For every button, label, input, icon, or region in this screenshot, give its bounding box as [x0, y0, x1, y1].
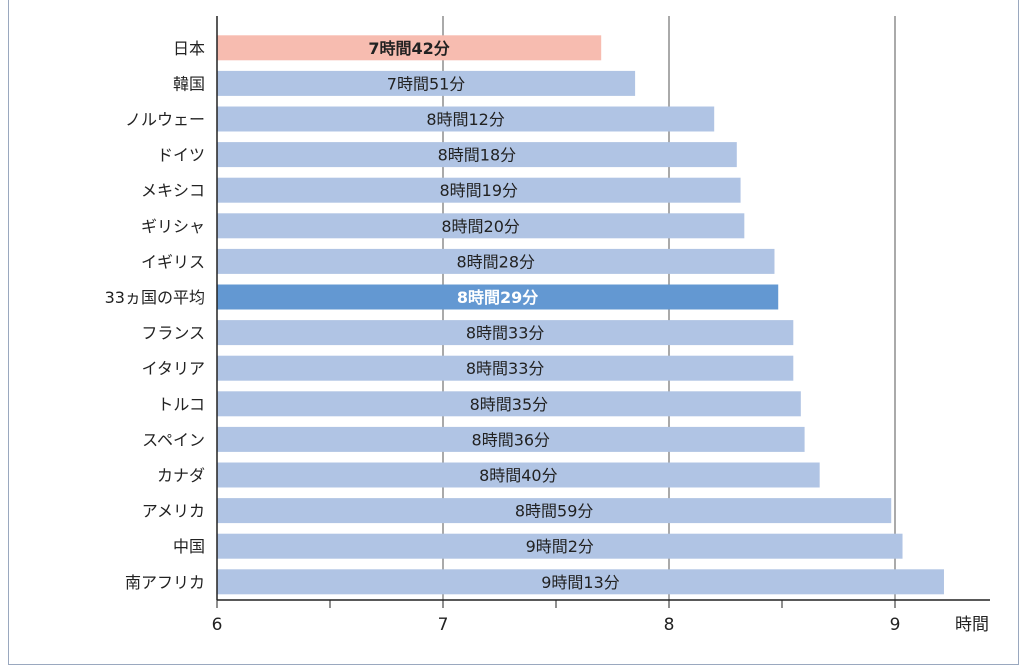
category-label: カナダ: [157, 466, 205, 485]
category-label: ドイツ: [157, 146, 205, 165]
bar-2: [217, 106, 715, 132]
data-label: 7時間51分: [387, 74, 466, 93]
category-label: スペイン: [142, 430, 205, 449]
x-tick-label: 7: [438, 615, 449, 635]
data-label: 8時間33分: [466, 324, 545, 343]
bar-11: [217, 426, 805, 452]
data-label: 8時間59分: [515, 502, 594, 521]
bar-3: [217, 142, 737, 168]
category-label: 南アフリカ: [125, 573, 205, 592]
category-label: 日本: [173, 39, 205, 58]
bar-12: [217, 462, 820, 488]
bar-7: [217, 284, 779, 310]
x-tick-label: 9: [890, 615, 901, 635]
data-label: 8時間18分: [438, 146, 517, 165]
x-tick-label: 6: [212, 615, 223, 635]
data-label: 8時間20分: [441, 217, 520, 236]
bar-5: [217, 213, 745, 239]
category-label: ノルウェー: [125, 110, 205, 129]
data-label: 8時間12分: [426, 110, 505, 129]
bar-8: [217, 320, 794, 346]
data-label: 8時間29分: [457, 288, 538, 307]
data-label: 8時間28分: [456, 252, 535, 271]
bar-0: [217, 35, 602, 61]
bar-1: [217, 70, 636, 96]
data-label: 8時間35分: [470, 395, 549, 414]
category-label: イギリス: [141, 252, 205, 271]
category-label: 33ヵ国の平均: [105, 288, 205, 307]
category-label: メキシコ: [141, 181, 205, 200]
bar-10: [217, 391, 801, 417]
x-tick-label: 8: [664, 615, 675, 635]
data-label: 9時間13分: [541, 573, 620, 592]
bar-9: [217, 355, 794, 381]
bar-6: [217, 248, 775, 274]
data-label: 7時間42分: [368, 39, 449, 58]
bar-4: [217, 177, 741, 203]
data-label: 8時間36分: [472, 430, 551, 449]
category-label: 韓国: [173, 74, 205, 93]
category-label: 中国: [173, 537, 205, 556]
bar-13: [217, 498, 892, 524]
category-label: イタリア: [142, 359, 205, 378]
bar-14: [217, 533, 903, 559]
category-label: アメリカ: [142, 502, 205, 521]
data-label: 8時間33分: [466, 359, 545, 378]
category-label: トルコ: [157, 395, 205, 414]
data-label: 8時間40分: [479, 466, 558, 485]
bar-15: [217, 569, 944, 595]
category-label: フランス: [141, 324, 205, 343]
x-axis-label: 時間: [955, 615, 989, 635]
data-label: 8時間19分: [440, 181, 519, 200]
data-label: 9時間2分: [526, 537, 594, 556]
category-label: ギリシャ: [141, 217, 205, 236]
